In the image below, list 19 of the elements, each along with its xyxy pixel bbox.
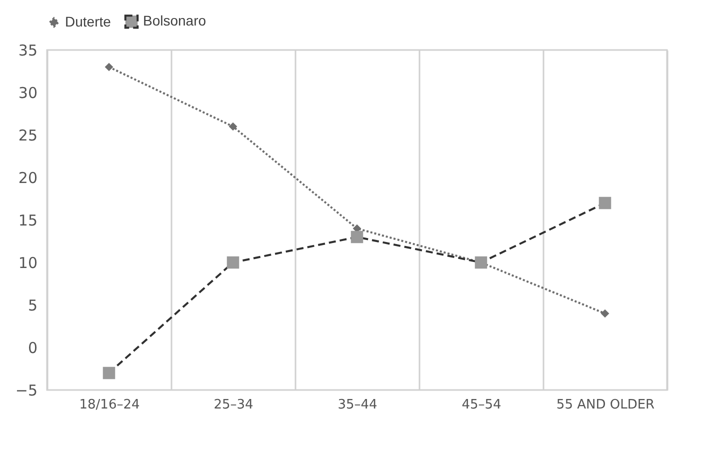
point [104, 62, 114, 72]
x-tick-label: 55 AND OLDER [556, 398, 655, 412]
y-tick-label: 0 [28, 339, 38, 357]
legend-label: Duterte [65, 13, 112, 30]
legend-label: Bolsonaro [143, 12, 206, 29]
y-tick-label: 15 [18, 212, 38, 230]
y-tick-label: 25 [18, 126, 38, 144]
x-tick-label: 35–44 [338, 398, 378, 412]
x-tick-label: 25–34 [214, 398, 254, 412]
y-tick-label: 20 [18, 169, 38, 187]
y-tick-label: −5 [15, 382, 38, 400]
x-tick-label: 18/16–24 [79, 398, 140, 412]
y-tick-label: 30 [18, 84, 38, 102]
point [600, 309, 610, 318]
y-tick-label: 5 [28, 296, 38, 314]
y-tick-label: 35 [18, 42, 38, 60]
x-tick-label: 45–54 [462, 398, 502, 412]
y-tick-label: 10 [18, 254, 38, 272]
point [228, 122, 238, 131]
